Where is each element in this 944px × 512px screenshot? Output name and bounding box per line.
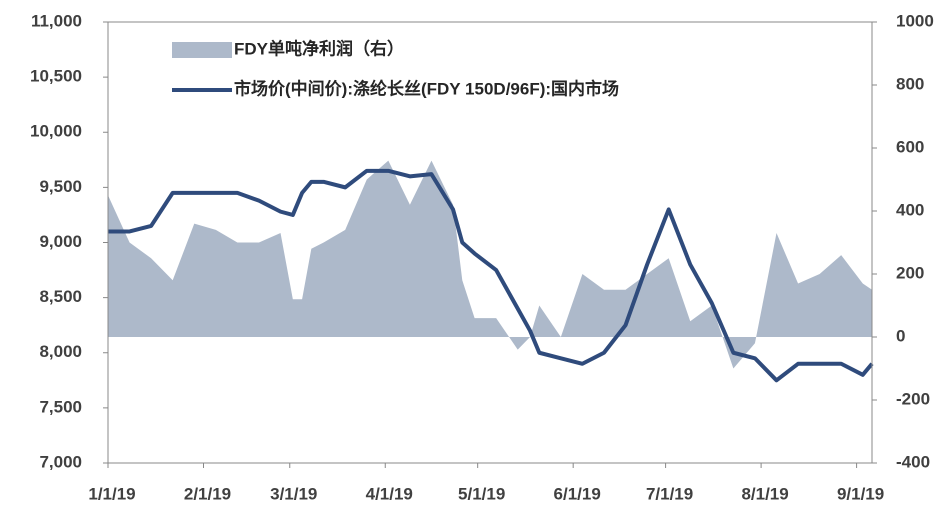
x-tick-label: 6/1/19	[554, 484, 601, 503]
legend-label: 市场价(中间价):涤纶长丝(FDY 150D/96F):国内市场	[234, 78, 619, 98]
legend-swatch	[172, 42, 232, 58]
x-tick-label: 7/1/19	[646, 484, 693, 503]
y-tick-label: 8,500	[39, 287, 82, 306]
x-tick-label: 8/1/19	[741, 484, 788, 503]
plot-frame	[107, 21, 873, 464]
legend-label: FDY单吨净利润（右）	[234, 38, 404, 58]
y2-tick-label: 200	[896, 263, 924, 282]
y2-tick-label: -400	[896, 452, 930, 471]
y2-tick-label: 800	[896, 74, 924, 93]
y2-tick-label: -200	[896, 389, 930, 408]
y-tick-label: 11,000	[31, 11, 82, 30]
y-tick-label: 9,500	[39, 177, 82, 196]
line	[108, 168, 874, 383]
y-tick-label: 10,000	[30, 122, 82, 141]
y2-tick-label: 400	[896, 200, 924, 219]
x-tick-label: 2/1/19	[184, 484, 231, 503]
y-tick-label: 8,000	[39, 342, 82, 361]
x-tick-label: 1/1/19	[88, 484, 135, 503]
y-tick-label: 10,500	[30, 67, 82, 86]
x-tick-label: 5/1/19	[458, 484, 505, 503]
y-tick-label: 9,000	[39, 232, 82, 251]
y-tick-label: 7,500	[39, 397, 82, 416]
y2-tick-label: 0	[896, 326, 905, 345]
x-tick-label: 4/1/19	[366, 484, 413, 503]
x-tick-label: 3/1/19	[270, 484, 317, 503]
y-tick-label: 7,000	[39, 452, 82, 471]
area	[108, 160, 872, 369]
x-tick-label: 9/1/19	[837, 484, 884, 503]
y2-tick-label: 1000	[896, 11, 934, 30]
y2-tick-label: 600	[896, 137, 924, 156]
